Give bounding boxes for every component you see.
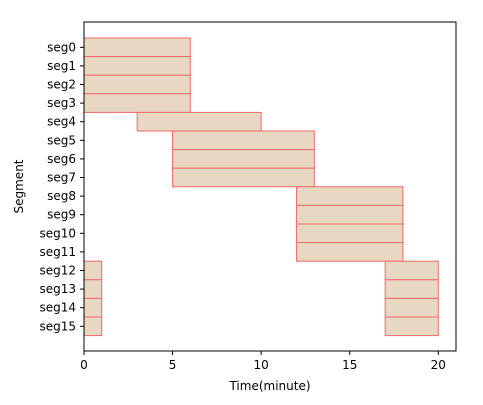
y-tick-label: seg1 [47, 59, 76, 73]
bar-seg1 [83, 56, 191, 76]
bars-layer [83, 37, 439, 337]
bar-seg15-part2 [384, 316, 439, 337]
bar-seg8 [296, 186, 404, 206]
bar-seg4 [136, 111, 262, 132]
bar-seg15-part1 [83, 316, 103, 337]
y-tick-label: seg15 [39, 319, 76, 333]
y-tick-label: seg10 [39, 226, 76, 240]
bar-seg13-part1 [83, 279, 103, 299]
bar-seg12-part1 [83, 260, 103, 281]
bar-seg14-part2 [384, 297, 439, 318]
y-tick-label: seg13 [39, 282, 76, 296]
x-tick-label: 20 [431, 358, 446, 372]
y-axis-ticks: seg0 seg1 seg2 seg3 seg4 seg5 seg6 seg7 seg8 seg9… [39, 40, 84, 333]
bar-seg5 [172, 130, 315, 151]
bar-seg12-part2 [384, 260, 439, 281]
y-tick-label: seg5 [47, 133, 76, 147]
y-tick-label: seg8 [47, 189, 76, 203]
x-tick-label: 15 [342, 358, 357, 372]
y-tick-label: seg6 [47, 152, 76, 166]
bar-seg10 [296, 223, 404, 244]
y-tick-label: seg11 [39, 245, 76, 259]
y-tick-label: seg2 [47, 78, 76, 92]
bar-seg3 [83, 93, 191, 113]
y-axis-label: Segment [12, 159, 26, 213]
y-tick-label: seg12 [39, 264, 76, 278]
bar-seg14-part1 [83, 297, 103, 318]
bar-seg13-part2 [384, 279, 439, 299]
bar-seg0 [83, 37, 191, 58]
y-tick-label: seg4 [47, 115, 76, 129]
bar-seg11 [296, 242, 404, 262]
y-tick-label: seg7 [47, 171, 76, 185]
bar-seg6 [172, 149, 315, 169]
y-tick-label: seg3 [47, 96, 76, 110]
x-tick-label: 0 [80, 358, 88, 372]
bar-seg9 [296, 204, 404, 225]
x-tick-label: 10 [254, 358, 269, 372]
bar-seg2 [83, 74, 191, 95]
plot-area-frame [83, 21, 457, 352]
x-axis-ticks: 0 5 10 15 20 [80, 351, 446, 372]
y-tick-label: seg14 [39, 301, 76, 315]
y-tick-label: seg0 [47, 40, 76, 54]
y-tick-label: seg9 [47, 208, 76, 222]
bar-seg7 [172, 167, 315, 188]
x-tick-label: 5 [169, 358, 177, 372]
x-axis-label: Time(minute) [228, 379, 310, 393]
